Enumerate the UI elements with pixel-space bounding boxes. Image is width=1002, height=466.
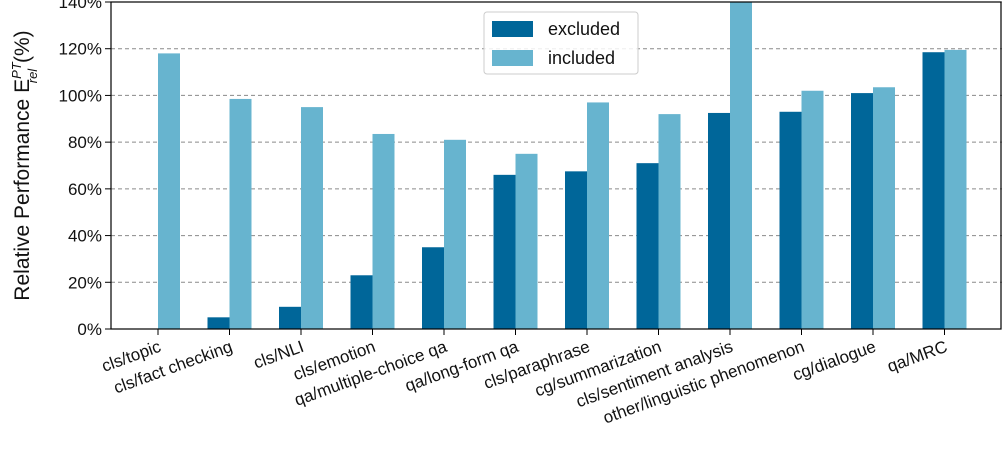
legend-label: included <box>548 48 615 68</box>
x-tick-label: qa/MRC <box>885 337 950 376</box>
bar-included <box>515 153 538 329</box>
bar-excluded <box>565 171 587 329</box>
y-tick-label: 40% <box>68 227 102 246</box>
y-tick-label: 140% <box>59 0 102 12</box>
y-tick-label: 80% <box>68 133 102 152</box>
bar-included <box>944 49 967 329</box>
legend-swatch-included <box>492 50 533 66</box>
bar-excluded <box>708 112 730 329</box>
legend-label: excluded <box>548 19 620 39</box>
bar-excluded <box>350 275 373 329</box>
bar-included <box>301 107 323 329</box>
bar-included <box>801 90 824 329</box>
bar-excluded <box>922 52 945 329</box>
bar-included <box>444 139 466 329</box>
x-tick-label: cg/dialogue <box>790 337 878 385</box>
bar-excluded <box>851 93 873 329</box>
bar-included <box>229 98 252 329</box>
bar-excluded <box>422 247 444 329</box>
bar-included <box>873 87 895 329</box>
bar-excluded <box>779 111 802 330</box>
y-tick-label: 20% <box>68 273 102 292</box>
y-tick-label: 100% <box>59 86 102 105</box>
legend: excluded included <box>483 11 639 75</box>
bar-included <box>587 102 609 329</box>
bar-excluded <box>207 317 230 329</box>
y-axis-label: Relative Performance EPTrel (%) <box>9 30 40 300</box>
y-tick-label: 60% <box>68 180 102 199</box>
axes <box>110 1 1002 330</box>
y-tick-label: 0% <box>77 320 102 339</box>
bar-excluded <box>493 174 516 329</box>
bar-included <box>730 2 752 329</box>
plot-frame <box>110 1 1002 330</box>
bar-included <box>658 114 681 329</box>
bars-group <box>158 2 967 330</box>
bar-included <box>158 53 180 330</box>
bar-excluded <box>279 306 301 329</box>
bar-included <box>372 133 395 329</box>
bar-excluded <box>636 163 659 329</box>
y-tick-label: 120% <box>59 40 102 59</box>
legend-swatch-excluded <box>492 21 533 37</box>
y-ticks: 0% 20% 40% 60% 80% 100% 120% 140% <box>59 0 111 339</box>
